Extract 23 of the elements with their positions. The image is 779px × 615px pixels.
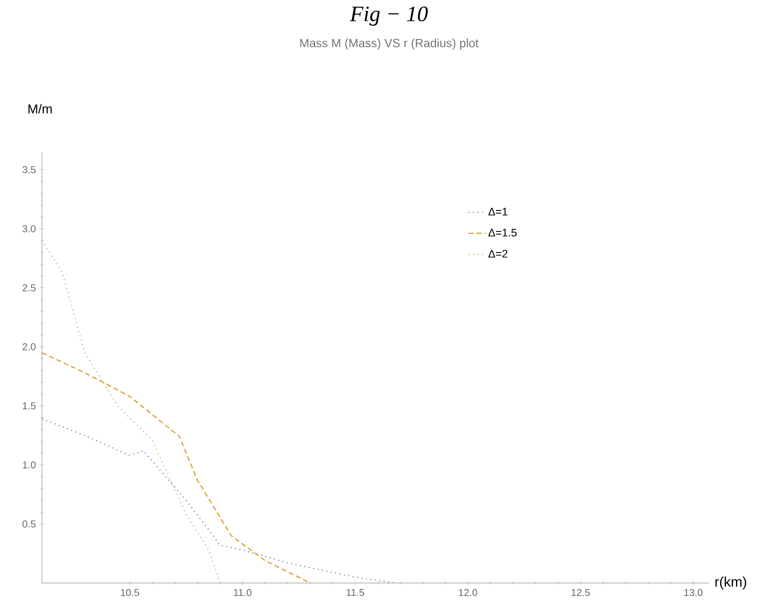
chart-subtitle: Mass M (Mass) VS r (Radius) plot: [300, 38, 479, 50]
y-tick-label: 3.5: [22, 166, 36, 174]
chart-title: Fig − 10: [350, 6, 428, 26]
y-axis-title: M/m: [28, 104, 52, 114]
x-tick-label: 11.5: [346, 589, 364, 596]
x-tick-label: 12.0: [458, 589, 478, 596]
x-axis-title: r(km): [715, 576, 746, 590]
x-tick-label: 12.5: [572, 589, 590, 596]
x-tick-label: 10.5: [120, 589, 140, 596]
legend-label: Δ=1.5: [488, 228, 517, 237]
line-series: [42, 240, 221, 583]
y-tick-label: 1.0: [22, 461, 36, 468]
line-series: [42, 418, 396, 583]
legend-label: Δ=2: [488, 250, 508, 258]
legend-label: Δ=1: [488, 208, 508, 216]
y-tick-label: 1.5: [22, 402, 36, 410]
y-tick-label: 0.5: [22, 520, 36, 528]
y-tick-label: 3.0: [22, 225, 36, 232]
y-tick-label: 2.5: [22, 284, 36, 292]
x-tick-label: 11.0: [234, 589, 252, 596]
line-series: [42, 352, 311, 583]
y-tick-label: 2.0: [22, 343, 36, 350]
x-tick-label: 13.0: [684, 589, 703, 596]
